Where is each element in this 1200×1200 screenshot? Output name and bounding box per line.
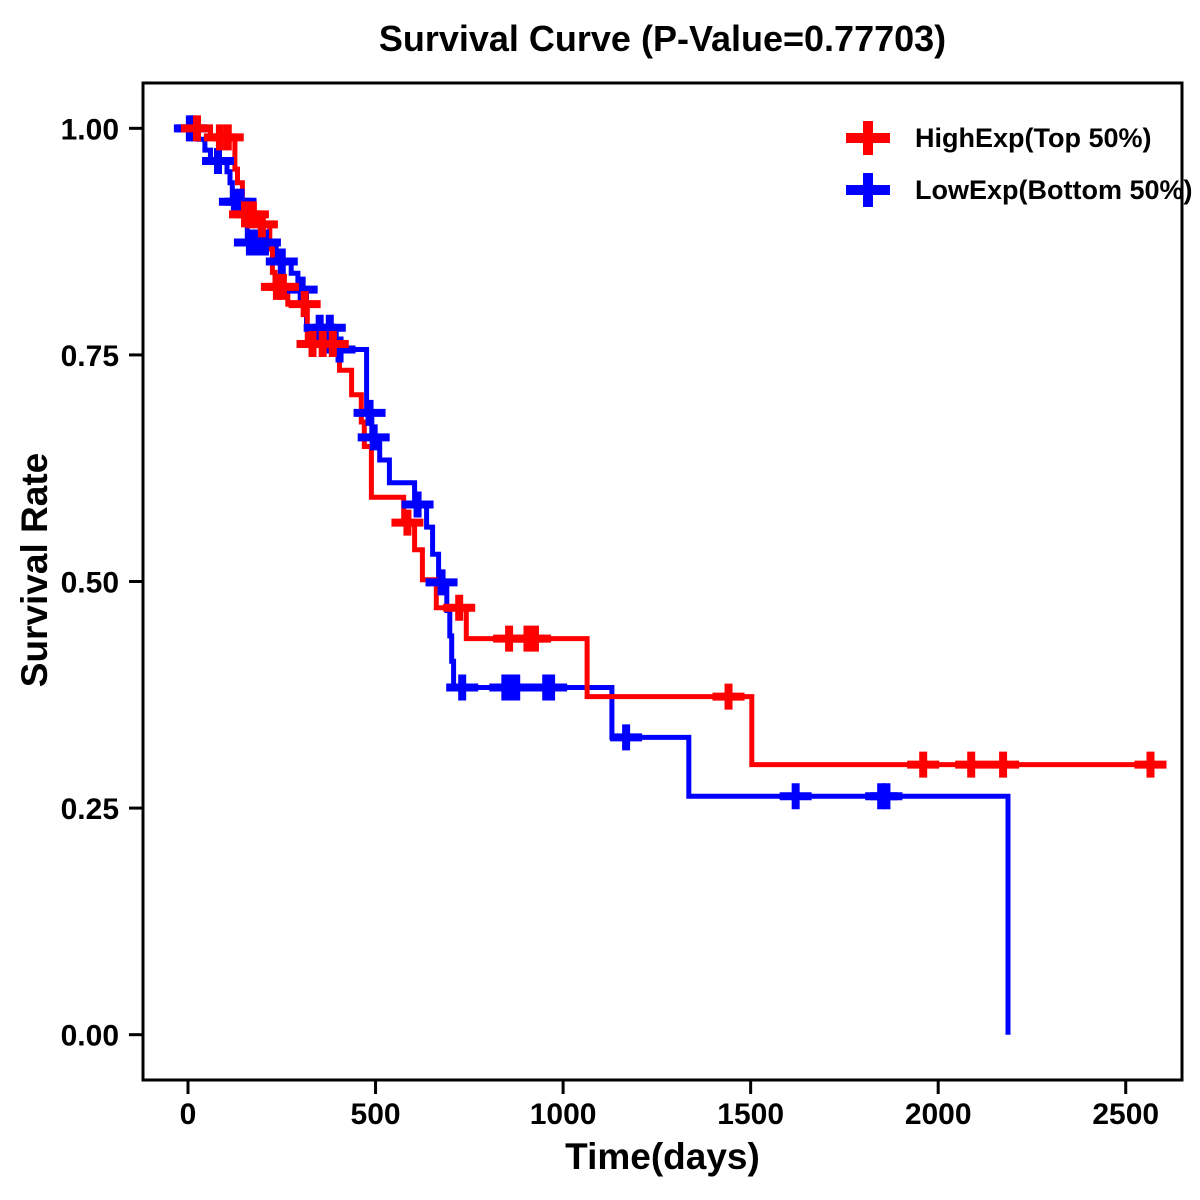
legend-markers-group bbox=[846, 121, 890, 207]
plot-border bbox=[141, 81, 1184, 1082]
x-tick-label: 2000 bbox=[905, 1098, 972, 1131]
x-tick-label: 0 bbox=[180, 1098, 197, 1131]
y-tick-label: 0.25 bbox=[61, 793, 119, 826]
plot-border-group bbox=[141, 81, 1184, 1082]
x-axis-title: Time(days) bbox=[565, 1136, 760, 1177]
chart-title: Survival Curve (P-Value=0.77703) bbox=[378, 18, 947, 59]
survival-curves-group bbox=[188, 125, 1156, 1035]
x-axis-ticks-group: 0 500 1000 1500 2000 2500 bbox=[180, 1080, 1159, 1131]
legend-label-lowexp: LowExp(Bottom 50%) bbox=[915, 175, 1193, 205]
y-tick-label: 0.00 bbox=[61, 1020, 119, 1053]
survival-curve-highexp bbox=[188, 125, 1156, 768]
x-tick-label: 1000 bbox=[530, 1098, 597, 1131]
legend-label-highexp: HighExp(Top 50%) bbox=[915, 123, 1152, 153]
y-tick-label: 1.00 bbox=[61, 113, 119, 146]
censor-marks-group bbox=[173, 115, 1167, 810]
x-tick-label: 2500 bbox=[1092, 1098, 1159, 1131]
y-axis-ticks-group: 0.00 0.25 0.50 0.75 1.00 bbox=[61, 113, 143, 1053]
y-tick-label: 0.50 bbox=[61, 567, 119, 600]
x-tick-label: 1500 bbox=[717, 1098, 784, 1131]
x-tick-label: 500 bbox=[351, 1098, 401, 1131]
survival-curve-lowexp bbox=[188, 125, 1011, 1035]
y-tick-label: 0.75 bbox=[61, 340, 119, 373]
